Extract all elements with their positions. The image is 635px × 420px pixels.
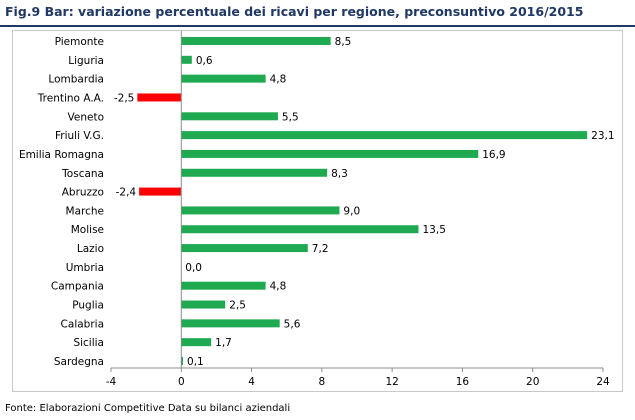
- x-tick-label: 8: [319, 376, 326, 388]
- bar-14: [181, 300, 226, 309]
- category-label: Veneto: [68, 111, 104, 123]
- chart-frame: [12, 30, 623, 392]
- value-label: 0,6: [196, 55, 213, 67]
- value-label: 5,6: [284, 318, 301, 330]
- bar-4: [181, 112, 278, 121]
- source-note: Fonte: Elaborazioni Competitive Data su …: [5, 403, 291, 414]
- category-label: Sicilia: [73, 337, 104, 349]
- category-label: Liguria: [68, 55, 104, 67]
- x-tick-label: 0: [178, 376, 185, 388]
- value-label: 4,8: [270, 74, 287, 86]
- category-label: Lazio: [77, 243, 104, 255]
- category-label: Piemonte: [55, 36, 104, 48]
- bar-3: [137, 93, 182, 102]
- value-label: 8,5: [335, 36, 352, 48]
- bar-16: [181, 338, 212, 347]
- value-label: 13,5: [423, 224, 446, 236]
- value-label: 2,5: [229, 300, 246, 312]
- bar-2: [181, 74, 266, 83]
- category-label: Puglia: [72, 300, 104, 312]
- bar-15: [181, 319, 280, 328]
- category-label: Lombardia: [48, 74, 104, 86]
- title-underline: [0, 25, 635, 27]
- category-label: Toscana: [61, 168, 104, 180]
- bar-7: [181, 168, 328, 177]
- value-label: 8,3: [331, 168, 348, 180]
- category-label: Abruzzo: [62, 187, 104, 199]
- x-tick-label: 20: [526, 376, 539, 388]
- value-label: 16,9: [482, 149, 505, 161]
- bar-17: [181, 357, 184, 365]
- value-label: 1,7: [215, 337, 232, 349]
- bar-13: [181, 281, 266, 290]
- x-tick-label: 24: [596, 376, 610, 388]
- bar-10: [181, 225, 419, 234]
- value-label: 9,0: [343, 205, 360, 217]
- bar-8: [139, 187, 182, 196]
- x-tick-label: 4: [248, 376, 255, 388]
- value-label: 4,8: [270, 281, 287, 293]
- category-label: Sardegna: [54, 356, 104, 368]
- value-label: 5,5: [282, 111, 299, 123]
- category-label: Calabria: [61, 318, 104, 330]
- category-label: Emilia Romagna: [19, 149, 104, 161]
- bar-9: [181, 206, 340, 215]
- bar-1: [181, 55, 192, 64]
- category-label: Molise: [71, 224, 104, 236]
- category-label: Trentino A.A.: [37, 92, 104, 104]
- category-label: Friuli V.G.: [55, 130, 104, 142]
- category-label: Campania: [51, 281, 104, 293]
- value-label: 23,1: [591, 130, 614, 142]
- category-label: Umbria: [66, 262, 104, 274]
- bar-5: [181, 131, 588, 140]
- x-tick-label: 16: [456, 376, 470, 388]
- category-label: Marche: [66, 205, 104, 217]
- bar-11: [181, 244, 308, 253]
- x-tick-label: 12: [385, 376, 398, 388]
- value-label: -2,5: [114, 92, 135, 104]
- value-label: -2,4: [116, 187, 137, 199]
- value-label: 0,0: [185, 262, 202, 274]
- value-label: 0,1: [187, 356, 204, 368]
- x-tick-label: -4: [106, 376, 117, 388]
- chart-title: Fig.9 Bar: variazione percentuale dei ri…: [5, 4, 584, 19]
- value-label: 7,2: [312, 243, 329, 255]
- bar-0: [181, 37, 331, 45]
- bar-6: [181, 149, 479, 158]
